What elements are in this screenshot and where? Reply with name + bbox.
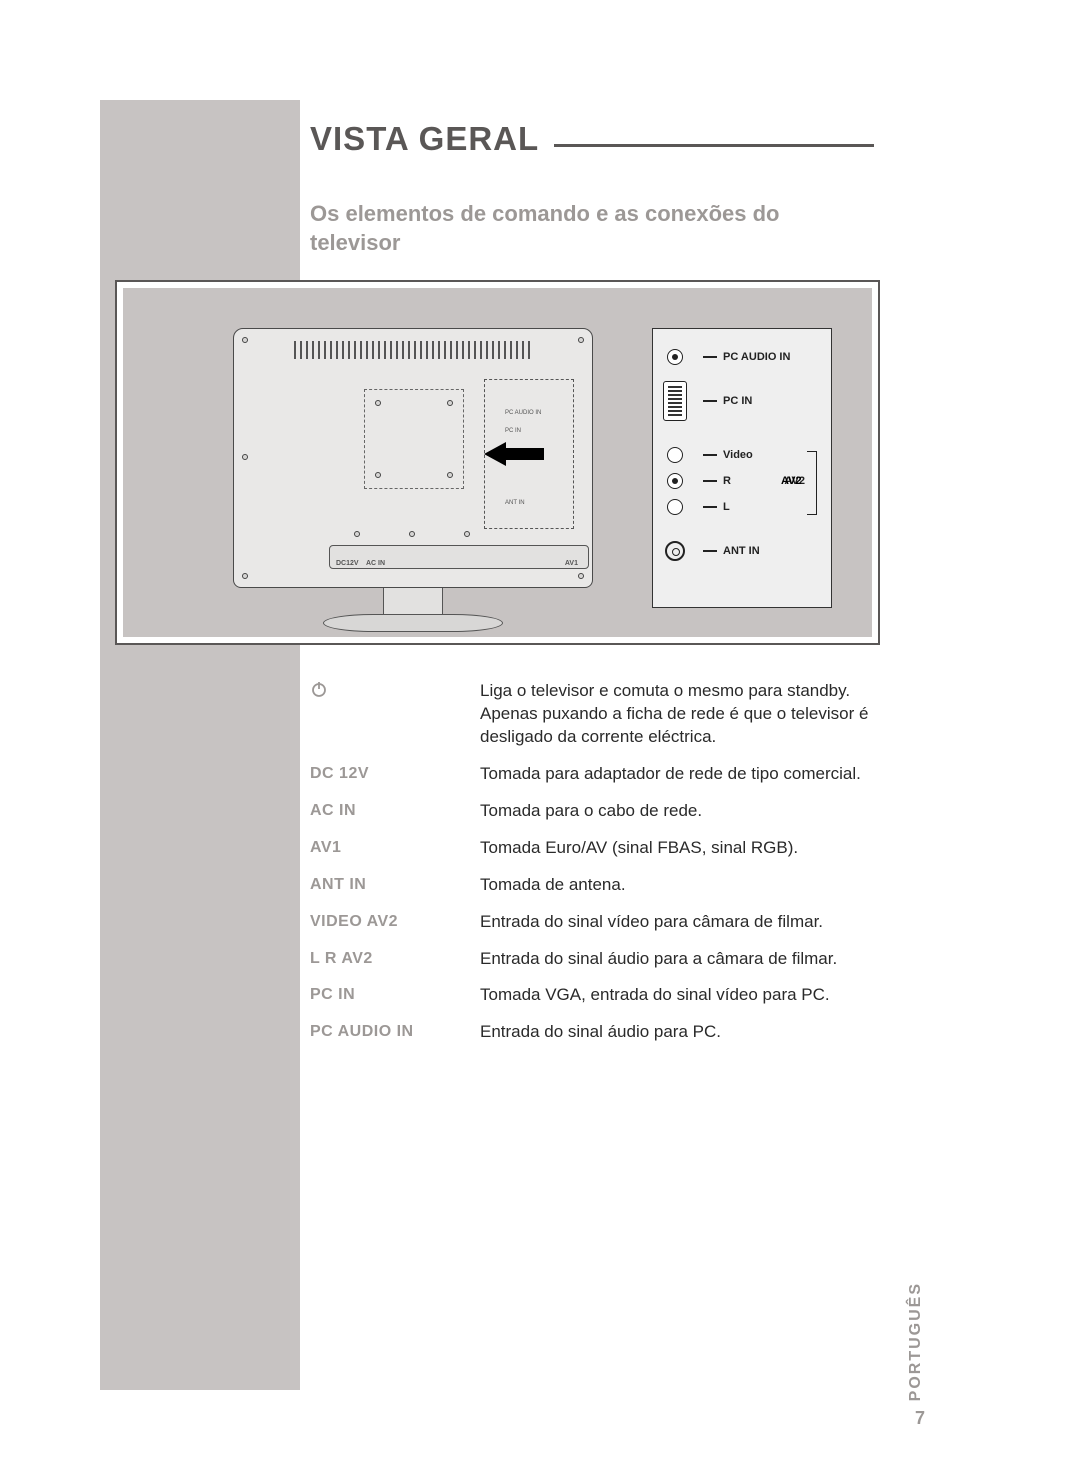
- desc-label: PC IN: [310, 984, 480, 1007]
- desc-label: PC AUDIO IN: [310, 1021, 480, 1044]
- screw: [447, 472, 453, 478]
- figure-bg: PC AUDIO IN PC IN ANT IN DC12V AC IN AV1…: [123, 288, 872, 637]
- desc-text: Tomada para o cabo de rede.: [480, 800, 890, 823]
- screw: [375, 472, 381, 478]
- desc-text: Tomada de antena.: [480, 874, 890, 897]
- screw: [409, 531, 415, 537]
- desc-row: ANT IN Tomada de antena.: [310, 874, 890, 897]
- screw: [447, 400, 453, 406]
- page-subtitle: Os elementos de comando e as conexões do…: [310, 200, 870, 257]
- recess-pcin: PC IN: [505, 428, 521, 434]
- screw: [242, 573, 248, 579]
- device-figure: PC AUDIO IN PC IN ANT IN DC12V AC IN AV1…: [115, 280, 880, 645]
- title-rule: [554, 144, 874, 147]
- label-l: L: [703, 501, 730, 513]
- label-video: Video: [703, 449, 753, 461]
- label-pcin-text: PC IN: [723, 395, 752, 407]
- label-r-text: R: [723, 475, 731, 487]
- desc-text: Entrada do sinal áudio para PC.: [480, 1021, 890, 1044]
- desc-label: VIDEO AV2: [310, 911, 480, 934]
- desc-row: L R AV2 Entrada do sinal áudio para a câ…: [310, 948, 890, 971]
- page-title: VISTA GERAL: [310, 120, 539, 158]
- port-pcaudio-icon: [667, 349, 683, 365]
- bp-acin: AC IN: [366, 560, 385, 567]
- screw: [375, 400, 381, 406]
- desc-row: VIDEO AV2 Entrada do sinal vídeo para câ…: [310, 911, 890, 934]
- label-r: R: [703, 475, 731, 487]
- desc-row: AC IN Tomada para o cabo de rede.: [310, 800, 890, 823]
- screw: [242, 337, 248, 343]
- power-icon: [310, 680, 328, 698]
- label-antin: ANT IN: [703, 545, 760, 557]
- desc-text: Tomada Euro/AV (sinal FBAS, sinal RGB).: [480, 837, 890, 860]
- desc-text: Entrada do sinal vídeo para câmara de fi…: [480, 911, 890, 934]
- label-video-text: Video: [723, 449, 753, 461]
- page-number: 7: [915, 1408, 925, 1429]
- desc-label: ANT IN: [310, 874, 480, 897]
- screw: [354, 531, 360, 537]
- desc-row: PC IN Tomada VGA, entrada do sinal vídeo…: [310, 984, 890, 1007]
- screw: [578, 337, 584, 343]
- desc-text: Tomada para adaptador de rede de tipo co…: [480, 763, 890, 786]
- desc-label: AV1: [310, 837, 480, 860]
- label-pcaudio: PC AUDIO IN: [703, 351, 790, 363]
- desc-label: L R AV2: [310, 948, 480, 971]
- desc-label: DC 12V: [310, 763, 480, 786]
- descriptions: Liga o televisor e comuta o mesmo para s…: [310, 680, 890, 1058]
- language-tab: PORTUGUÊS: [907, 1282, 925, 1401]
- port-l-icon: [667, 499, 683, 515]
- recess-antin: ANT IN: [505, 500, 525, 506]
- desc-label: AC IN: [310, 800, 480, 823]
- av2-bracket: [807, 451, 817, 515]
- stand-neck: [383, 588, 443, 616]
- desc-row: Liga o televisor e comuta o mesmo para s…: [310, 680, 890, 749]
- desc-row: AV1 Tomada Euro/AV (sinal FBAS, sinal RG…: [310, 837, 890, 860]
- port-pcin-icon: [663, 381, 687, 421]
- desc-row: DC 12V Tomada para adaptador de rede de …: [310, 763, 890, 786]
- desc-label-power: [310, 680, 480, 749]
- stand-base: [323, 614, 503, 632]
- desc-row: PC AUDIO IN Entrada do sinal áudio para …: [310, 1021, 890, 1044]
- label-pcin: PC IN: [703, 395, 752, 407]
- monitor-body: PC AUDIO IN PC IN ANT IN DC12V AC IN AV1: [233, 328, 593, 588]
- vent-slots: [294, 341, 534, 359]
- bp-av1: AV1: [565, 560, 578, 567]
- screw: [464, 531, 470, 537]
- side-callout-panel: PC AUDIO IN PC IN Video R L AV2 AV2 ANT …: [652, 328, 832, 608]
- desc-text: Liga o televisor e comuta o mesmo para s…: [480, 680, 890, 749]
- port-r-icon: [667, 473, 683, 489]
- label-pcaudio-text: PC AUDIO IN: [723, 351, 790, 363]
- desc-text: Tomada VGA, entrada do sinal vídeo para …: [480, 984, 890, 1007]
- label-av2-inline: AV2: [781, 475, 802, 487]
- page-title-wrap: VISTA GERAL: [310, 120, 880, 158]
- bottom-port-panel: DC12V AC IN AV1: [329, 545, 589, 569]
- vesa-mount: [364, 389, 464, 489]
- recess-pcaudio: PC AUDIO IN: [505, 410, 541, 416]
- label-antin-text: ANT IN: [723, 545, 760, 557]
- desc-text: Entrada do sinal áudio para a câmara de …: [480, 948, 890, 971]
- port-video-icon: [667, 447, 683, 463]
- label-l-text: L: [723, 501, 730, 513]
- port-antin-icon: [665, 541, 685, 561]
- screw: [578, 573, 584, 579]
- arrow-icon: [484, 442, 544, 466]
- screw: [242, 454, 248, 460]
- bp-dc12v: DC12V: [336, 560, 359, 567]
